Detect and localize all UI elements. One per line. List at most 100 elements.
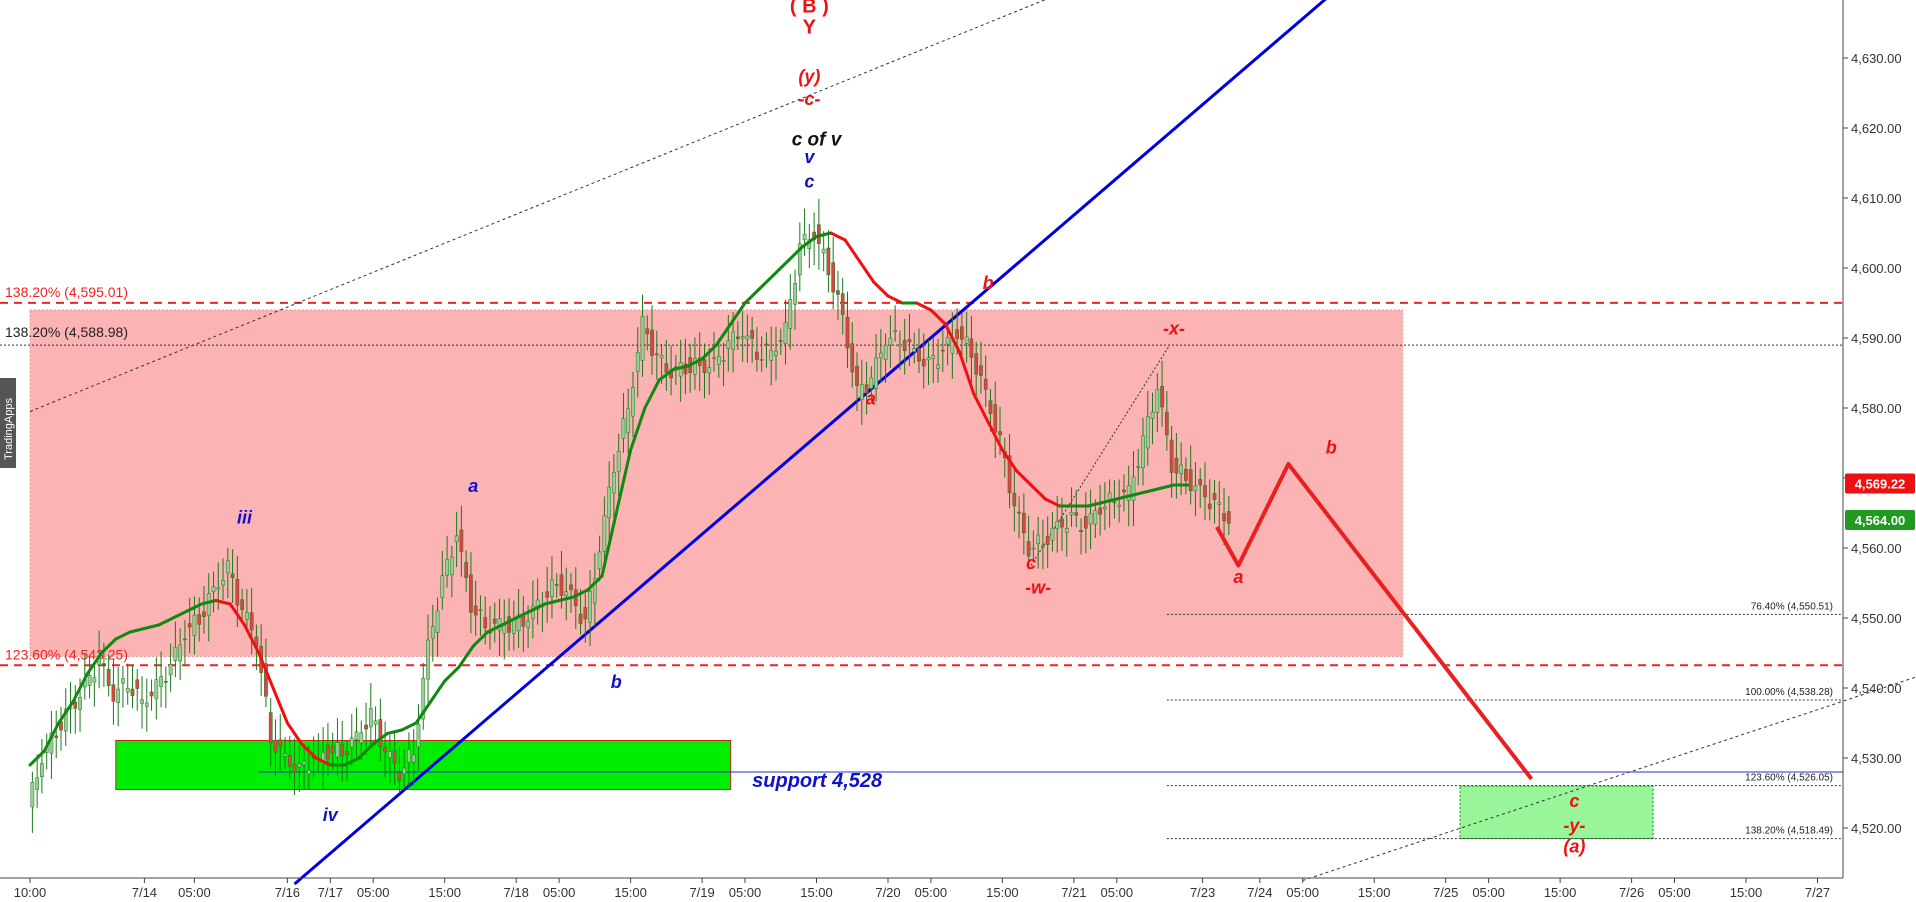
wave-label: c: [1026, 553, 1036, 573]
x-tick-label: 15:00: [800, 885, 833, 900]
price-candle: [826, 247, 831, 276]
y-tick-label: 4,600.00: [1851, 261, 1902, 276]
price-candle: [907, 339, 912, 343]
wave-label: -w-: [1025, 578, 1051, 598]
wave-label: b: [1326, 438, 1337, 458]
x-tick-label: 05:00: [178, 885, 211, 900]
price-candle: [926, 357, 931, 361]
moving-average-segment: [42, 721, 61, 753]
channel-upper-line: [29, 0, 1046, 412]
moving-average-segment: [1043, 497, 1062, 508]
x-tick-label: 05:00: [543, 885, 576, 900]
price-candle: [1031, 547, 1036, 550]
price-candle: [63, 708, 68, 732]
x-tick-label: 7/23: [1190, 885, 1215, 900]
y-tick-label: 4,540.00: [1851, 681, 1902, 696]
price-candle: [454, 535, 459, 543]
wave-labels-layer: ( B )Y(y)-c-c of vvciiiabivab-x-c-w-bac-…: [237, 0, 1585, 857]
price-candle: [607, 486, 611, 519]
price-candle: [116, 688, 121, 703]
price-candle: [998, 431, 1002, 436]
price-candle: [783, 322, 788, 344]
price-candle: [240, 599, 244, 610]
y-tick-label: 4,560.00: [1851, 541, 1902, 556]
price-candle: [278, 739, 283, 747]
ma-badge-bg: [1845, 510, 1915, 530]
wave-label: b: [611, 672, 622, 692]
price-candle: [297, 763, 302, 768]
wave-connector-line: [1030, 344, 1171, 566]
moving-average-segment: [529, 602, 547, 613]
moving-average-segment: [514, 609, 532, 620]
moving-average-segment: [314, 756, 332, 767]
price-candle: [898, 343, 902, 347]
moving-average-segment: [743, 287, 761, 305]
price-candle: [440, 575, 445, 598]
price-candle: [1117, 504, 1122, 507]
price-candle: [1226, 511, 1231, 524]
moving-average-segment: [800, 235, 818, 249]
watermark-label: TradingApps: [3, 398, 15, 460]
price-candle: [283, 753, 287, 757]
price-candle: [945, 337, 950, 345]
y-tick-label: 4,550.00: [1851, 611, 1902, 626]
moving-average-segment: [657, 368, 675, 382]
price-candle: [1122, 489, 1126, 493]
price-candle: [230, 573, 235, 578]
moving-average-segment: [128, 627, 146, 634]
moving-average-segment: [157, 616, 175, 627]
x-tick-label: 05:00: [1658, 885, 1691, 900]
moving-average-segment: [1158, 483, 1176, 490]
x-tick-label: 05:00: [357, 885, 390, 900]
price-candle: [397, 772, 402, 781]
price-candle: [578, 613, 583, 624]
y-tick-label: 4,630.00: [1851, 51, 1902, 66]
price-candle: [616, 450, 621, 472]
price-candle: [345, 751, 349, 755]
price-candle: [173, 646, 178, 661]
price-candle: [78, 697, 82, 710]
price-candle: [1007, 455, 1012, 493]
price-candle: [154, 679, 159, 700]
price-candle: [130, 688, 135, 696]
price-candle: [631, 387, 635, 417]
moving-average-segment: [986, 420, 1004, 452]
price-candle: [840, 293, 845, 315]
price-candle: [664, 363, 669, 373]
blue-trendline: [293, 0, 1327, 886]
price-candle: [302, 760, 306, 765]
price-candle: [921, 359, 926, 367]
price-candle: [473, 605, 478, 616]
price-candle: [1060, 518, 1064, 528]
price-candle: [264, 663, 268, 697]
price-candle: [354, 731, 359, 741]
price-candle: [1212, 493, 1217, 500]
price-candle: [650, 329, 654, 356]
moving-average-segment: [100, 637, 118, 655]
price-candle: [554, 584, 559, 586]
price-candle: [516, 614, 521, 632]
price-candle: [983, 378, 988, 390]
price-candle: [330, 745, 335, 754]
y-tick-label: 4,520.00: [1851, 821, 1902, 836]
price-candle: [1165, 411, 1169, 436]
price-candle: [392, 750, 397, 764]
price-candle: [235, 578, 240, 606]
wave-label: -c-: [798, 89, 820, 109]
price-candle: [507, 616, 511, 633]
moving-average-segment: [185, 602, 204, 613]
wave-label: a: [866, 389, 876, 409]
moving-average-segment: [1086, 501, 1104, 508]
price-candle: [602, 515, 607, 552]
price-candle: [359, 732, 364, 744]
price-candle: [1222, 513, 1226, 522]
moving-average-segment: [872, 280, 890, 298]
wave-label: (a): [1563, 837, 1585, 857]
price-candle: [54, 735, 59, 738]
moving-average-segment: [643, 378, 661, 410]
moving-average-segment: [71, 672, 89, 704]
price-candle: [187, 623, 192, 628]
moving-average-segment: [915, 301, 933, 312]
price-candle: [221, 580, 225, 586]
